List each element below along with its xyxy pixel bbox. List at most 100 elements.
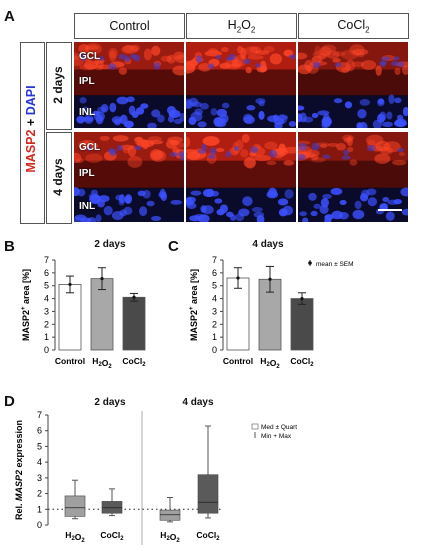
row-label-2days: 2 days <box>51 66 65 104</box>
dapi-nucleus <box>354 200 362 210</box>
red-signal <box>375 65 382 76</box>
red-signal <box>269 53 282 65</box>
dapi-nucleus <box>298 142 307 151</box>
red-signal <box>118 67 127 75</box>
dapi-nucleus <box>98 55 104 62</box>
dapi-nucleus <box>266 190 279 199</box>
legend-box-icon <box>251 423 259 430</box>
y-tick-label: 2 <box>212 319 217 329</box>
dapi-nucleus <box>298 105 305 111</box>
dapi-nucleus <box>169 111 176 118</box>
dapi-nucleus <box>397 61 405 68</box>
red-signal <box>374 153 391 164</box>
dapi-nucleus <box>320 197 329 208</box>
dapi-nucleus <box>313 203 321 209</box>
dapi-nucleus <box>400 187 408 197</box>
legend-med-quart: Med ± Quart <box>261 424 297 431</box>
dapi-nucleus <box>359 98 371 106</box>
y-tick-label: 4 <box>44 294 49 304</box>
red-signal <box>349 159 358 166</box>
dapi-nucleus <box>186 199 195 206</box>
red-signal <box>346 135 353 147</box>
layer-label-ipl: IPL <box>79 168 95 180</box>
red-signal <box>319 46 332 56</box>
red-signal <box>342 134 355 142</box>
red-signal <box>318 52 327 60</box>
dapi-nucleus <box>288 54 296 59</box>
red-signal <box>360 60 377 70</box>
bar <box>122 296 146 351</box>
red-signal <box>298 52 308 60</box>
x-tick-label: H2O2 <box>92 356 112 370</box>
dapi-nucleus <box>284 189 294 199</box>
red-signal <box>109 50 117 62</box>
red-signal <box>74 152 82 163</box>
dapi-nucleus <box>317 110 330 116</box>
panel-c-letter: C <box>168 238 179 255</box>
dapi-nucleus <box>93 111 105 122</box>
red-signal <box>108 48 118 59</box>
red-signal <box>219 62 232 69</box>
dapi-nucleus <box>151 109 161 118</box>
x-tick-label: CoCl2 <box>100 530 124 542</box>
dapi-nucleus <box>221 102 230 109</box>
dapi-nucleus <box>115 194 124 201</box>
dapi-nucleus <box>356 122 363 128</box>
y-tick-label: 1 <box>44 332 49 342</box>
dapi-nucleus <box>123 206 133 215</box>
red-signal <box>392 159 407 166</box>
legend-mean-sem: mean ± SEM <box>316 261 354 268</box>
red-signal <box>375 140 390 152</box>
dapi-nucleus <box>108 148 116 154</box>
dapi-nucleus <box>392 56 400 61</box>
red-signal <box>349 44 365 56</box>
red-signal <box>345 59 355 72</box>
dapi-nucleus <box>190 190 202 196</box>
dapi-nucleus <box>197 121 207 128</box>
dapi-nucleus <box>322 154 331 159</box>
dapi-nucleus <box>151 215 162 222</box>
red-signal <box>314 45 321 56</box>
red-signal <box>95 65 104 71</box>
red-signal <box>341 49 359 60</box>
red-signal <box>398 152 406 157</box>
red-signal <box>134 136 144 146</box>
dapi-nucleus <box>87 217 97 222</box>
y-tick-label: 3 <box>37 473 42 483</box>
dapi-nucleus <box>179 154 184 161</box>
dapi-nucleus <box>98 195 110 203</box>
red-signal <box>123 44 134 53</box>
dapi-nucleus <box>298 153 306 160</box>
y-tick-label: 1 <box>37 504 42 514</box>
dapi-nucleus <box>210 108 218 116</box>
dapi-nucleus <box>108 63 117 70</box>
panel-a-letter: A <box>4 8 15 25</box>
dapi-nucleus <box>137 190 146 197</box>
dapi-nucleus <box>302 116 314 123</box>
dapi-nucleus <box>333 98 343 104</box>
y-tick-label: 7 <box>37 410 42 420</box>
column-header-cocl2: CoCl2 <box>298 13 409 39</box>
dapi-nucleus <box>388 94 395 105</box>
red-signal <box>174 54 184 64</box>
micrograph-control-4days <box>74 132 184 222</box>
dapi-nucleus <box>380 61 386 68</box>
layer-label-inl: INL <box>79 200 96 212</box>
dapi-nucleus <box>124 195 131 204</box>
dapi-nucleus <box>116 144 123 151</box>
red-signal <box>130 44 140 52</box>
dapi-nucleus <box>95 214 102 222</box>
row-label-box-2days <box>46 42 72 130</box>
red-signal <box>311 154 319 161</box>
dapi-nucleus <box>214 198 223 204</box>
dapi-nucleus <box>80 53 87 62</box>
y-tick-label: 6 <box>37 426 42 436</box>
dapi-nucleus <box>100 103 109 113</box>
ipl-layer <box>74 160 184 188</box>
x-tick-label: CoCl2 <box>196 530 220 542</box>
dapi-nucleus <box>76 115 86 124</box>
x-tick-label: CoCl2 <box>122 356 146 368</box>
red-signal <box>319 143 328 149</box>
micrograph-h2o2-2days <box>186 42 296 128</box>
dapi-nucleus <box>169 152 178 157</box>
